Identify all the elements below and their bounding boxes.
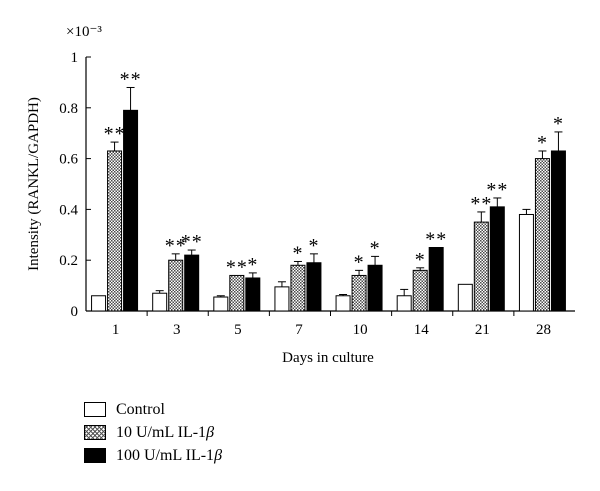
y-tick-label: 0: [71, 304, 79, 320]
legend-swatch-100u: [84, 448, 106, 463]
bar: [534, 158, 550, 312]
bar: [457, 283, 473, 312]
plot-area: 00.20.40.60.811****3****5** *7* *10**14***…: [59, 50, 575, 338]
bar: [91, 295, 107, 312]
bar: [229, 274, 245, 312]
bar: [290, 264, 306, 312]
bar: [245, 277, 261, 312]
bar: [184, 254, 200, 312]
significance-mark: *: [370, 237, 381, 259]
bar: [473, 221, 489, 312]
x-axis-label: Days in culture: [282, 350, 374, 366]
significance-mark: *: [247, 254, 258, 276]
bar: [367, 264, 383, 312]
y-axis-label: Intensity (RANKL/GAPDH): [26, 97, 42, 271]
bar: [428, 247, 444, 312]
significance-mark: **: [120, 68, 142, 90]
bar: [107, 150, 123, 312]
significance-mark: **: [486, 179, 508, 201]
significance-mark: *: [415, 249, 426, 271]
y-tick-label: 0.6: [59, 152, 78, 168]
y-tick-label: 1: [71, 50, 79, 66]
bar: [412, 269, 428, 312]
bar: [351, 274, 367, 312]
legend-label-10u: 10 U/mL IL-1β: [116, 423, 215, 441]
legend-item-100u: 100 U/mL IL-1β: [84, 444, 222, 467]
significance-mark: **: [181, 231, 203, 253]
legend-label-100u: 100 U/mL IL-1β: [116, 446, 223, 464]
bar: [168, 259, 184, 312]
legend: Control 10 U/mL IL-1β 100 U/mL IL-1β: [84, 398, 222, 467]
x-tick-label: 5: [234, 322, 242, 338]
y-multiplier-label: ×10⁻³: [66, 24, 102, 40]
bar: [274, 286, 290, 312]
y-tick-label: 0.8: [59, 101, 78, 117]
bar: [396, 295, 412, 312]
bar-chart: ×10⁻³ Intensity (RANKL/GAPDH) Days in cu…: [26, 24, 575, 366]
x-tick-label: 3: [173, 322, 181, 338]
x-tick-label: 7: [295, 322, 303, 338]
significance-mark: *: [537, 132, 548, 154]
significance-mark: **: [165, 235, 187, 257]
bar: [489, 206, 505, 312]
significance-mark: *: [292, 242, 303, 264]
significance-mark: **: [226, 256, 248, 278]
x-tick-label: 10: [353, 322, 368, 338]
y-tick-label: 0.4: [59, 202, 78, 218]
significance-mark: **: [470, 193, 492, 215]
legend-swatch-10u: [84, 425, 106, 440]
x-tick-label: 28: [536, 322, 551, 338]
bar: [518, 213, 534, 312]
bar: [213, 296, 229, 312]
bar: [152, 292, 168, 312]
y-tick-label: 0.2: [59, 253, 78, 269]
legend-swatch-control: [84, 402, 106, 417]
legend-item-control: Control: [84, 398, 222, 421]
bar: [335, 295, 351, 312]
significance-mark: *: [553, 113, 564, 135]
bar: [550, 150, 566, 312]
legend-label-control: Control: [116, 400, 165, 418]
significance-mark: *: [308, 235, 319, 257]
legend-item-10u: 10 U/mL IL-1β: [84, 421, 222, 444]
x-tick-label: 1: [112, 322, 120, 338]
bar: [123, 109, 139, 312]
x-tick-label: 21: [475, 322, 490, 338]
significance-mark: **: [104, 123, 126, 145]
x-tick-label: 14: [414, 322, 430, 338]
significance-mark: **: [425, 229, 447, 251]
significance-mark: *: [354, 251, 365, 273]
bar: [306, 262, 322, 312]
